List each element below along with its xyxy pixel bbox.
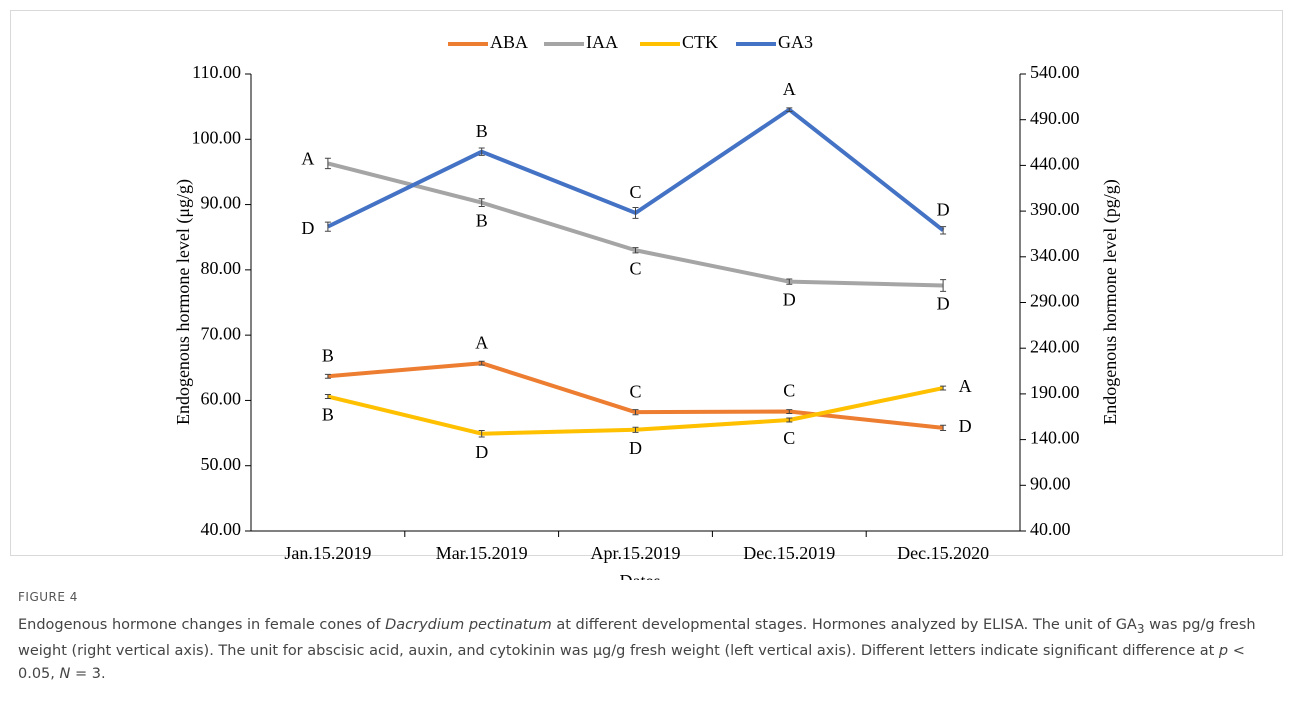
error-bar [632,206,639,219]
error-bar [478,147,485,156]
error-bar [324,394,331,399]
error-bar [632,247,639,254]
y2-tick-label: 290.00 [1030,291,1080,311]
caption-text: < 0.05, [18,643,1245,682]
significance-letter: D [937,199,950,219]
y-tick-label: 110.00 [192,62,241,82]
significance-letter: C [783,428,795,448]
error-bar [786,278,793,285]
error-bar [940,385,947,391]
significance-letter: C [783,381,795,401]
error-bar [940,226,947,235]
legend-label: CTK [682,32,718,52]
significance-letter: D [629,438,642,458]
significance-letter: A [783,79,796,99]
significance-letter: D [783,290,796,310]
significance-letter: C [629,381,641,401]
chart-frame [10,10,1283,556]
caption-text: at different developmental stages. Hormo… [551,617,1137,633]
chart: Dates Endogenous hormone level (μg/g) En… [10,10,1283,580]
caption-text: = 3. [70,665,106,682]
significance-letter: D [959,416,972,436]
legend-label: IAA [586,32,618,52]
significance-letter: D [475,442,488,462]
legend-label: GA3 [778,32,813,52]
y-tick-label: 90.00 [201,193,242,213]
error-bar [324,157,331,170]
significance-letter: D [301,218,314,238]
y2-tick-label: 340.00 [1030,245,1080,265]
y2-tick-label: 390.00 [1030,199,1080,219]
significance-letter: A [301,149,314,169]
caption-italic: p [1218,643,1229,660]
y-tick-label: 40.00 [201,519,242,539]
y-tick-label: 80.00 [201,258,242,278]
significance-letter: B [322,345,334,365]
caption-italic: Dacrydium pectinatum [385,617,552,633]
y2-tick-label: 240.00 [1030,336,1080,356]
y2-tick-label: 540.00 [1030,62,1080,82]
significance-letter: A [475,332,488,352]
y2-tick-label: 490.00 [1030,108,1080,128]
y2-tick-label: 190.00 [1030,382,1080,402]
error-bar [324,221,331,232]
caption-subscript: 3 [1136,621,1145,636]
y2-tick-label: 140.00 [1030,428,1080,448]
y2-tick-label: 440.00 [1030,154,1080,174]
x-tick-label: Dec.15.2019 [743,543,835,563]
y-tick-label: 50.00 [201,454,242,474]
y2-axis-title: Endogenous hormone level (pg/g) [1100,179,1121,424]
x-tick-label: Jan.15.2019 [284,543,371,563]
significance-letter: B [322,405,334,425]
significance-letter: A [959,376,972,396]
significance-letter: C [629,182,641,202]
caption: Endogenous hormone changes in female con… [18,614,1268,685]
significance-letter: B [476,121,488,141]
error-bar [786,417,793,423]
y-tick-label: 70.00 [201,323,242,343]
error-bar [478,198,485,208]
significance-letter: D [937,294,950,314]
y-tick-label: 100.00 [192,127,242,147]
legend-label: ABA [490,32,528,52]
error-bar [786,409,793,414]
error-bar [786,107,793,112]
error-bar [940,424,947,431]
error-bar [940,279,947,292]
error-bar [478,429,485,438]
significance-letter: B [476,211,488,231]
y2-tick-label: 90.00 [1030,473,1071,493]
x-tick-label: Apr.15.2019 [591,543,681,563]
caption-italic: N [59,665,71,682]
y-tick-label: 60.00 [201,389,242,409]
error-bar [632,426,639,433]
figure-label: FIGURE 4 [18,590,78,604]
caption-text: Endogenous hormone changes in female con… [18,617,386,633]
y2-tick-label: 40.00 [1030,519,1071,539]
caption-text: was pg/g fresh weight (right vertical ax… [18,617,1256,660]
error-bar [324,373,331,379]
x-axis-title: Dates [620,571,661,580]
error-bar [478,360,485,366]
significance-letter: C [629,258,641,278]
y-axis-title: Endogenous hormone level (μg/g) [173,179,194,425]
x-tick-label: Mar.15.2019 [436,543,528,563]
x-tick-label: Dec.15.2020 [897,543,989,563]
error-bar [632,409,639,416]
